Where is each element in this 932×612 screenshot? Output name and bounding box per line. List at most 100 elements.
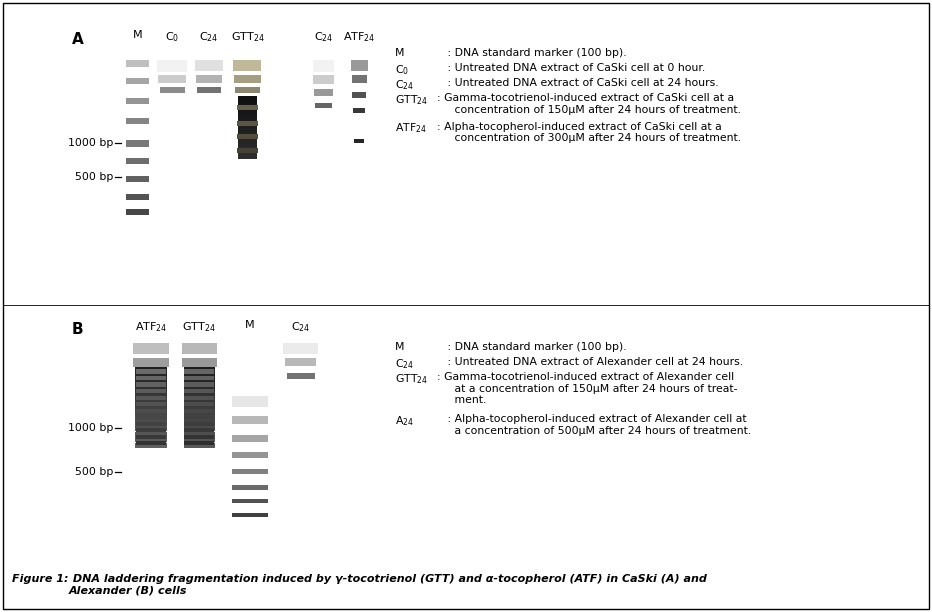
- Text: GTT$_{24}$: GTT$_{24}$: [395, 93, 428, 107]
- Bar: [313, 59, 335, 72]
- Bar: [238, 113, 257, 114]
- Bar: [184, 386, 215, 387]
- Bar: [135, 438, 167, 440]
- Bar: [238, 137, 257, 138]
- Bar: [185, 422, 214, 426]
- Bar: [313, 75, 334, 83]
- Bar: [135, 389, 167, 390]
- Bar: [237, 105, 258, 110]
- Bar: [185, 389, 214, 393]
- Bar: [238, 98, 257, 99]
- Text: Figure 1:: Figure 1:: [12, 574, 68, 584]
- Text: B: B: [72, 322, 84, 337]
- Bar: [135, 435, 167, 436]
- Bar: [238, 140, 257, 141]
- Bar: [136, 415, 166, 419]
- Bar: [184, 372, 215, 374]
- Bar: [135, 387, 167, 389]
- Bar: [238, 125, 257, 126]
- Bar: [135, 383, 167, 385]
- Bar: [182, 343, 217, 354]
- Text: : Untreated DNA extract of CaSki cell at 24 hours.: : Untreated DNA extract of CaSki cell at…: [437, 78, 719, 88]
- Bar: [126, 209, 148, 215]
- Text: : Gamma-tocotrienol-induced extract of Alexander cell
     at a concentration of: : Gamma-tocotrienol-induced extract of A…: [437, 372, 737, 405]
- Text: DNA laddering fragmentation induced by γ-tocotrienol (GTT) and α-tocopherol (ATF: DNA laddering fragmentation induced by γ…: [69, 574, 706, 595]
- Bar: [185, 409, 214, 412]
- Bar: [286, 373, 315, 379]
- Bar: [182, 358, 217, 367]
- Bar: [135, 392, 167, 393]
- Bar: [126, 61, 148, 67]
- Bar: [135, 398, 167, 400]
- Bar: [135, 414, 167, 415]
- Text: A$_{24}$: A$_{24}$: [395, 414, 414, 428]
- Text: : DNA standard marker (100 bp).: : DNA standard marker (100 bp).: [437, 48, 626, 58]
- Bar: [184, 387, 215, 389]
- Bar: [126, 118, 148, 124]
- Bar: [184, 427, 215, 429]
- Bar: [238, 156, 257, 157]
- Bar: [136, 389, 166, 393]
- Bar: [126, 176, 148, 182]
- Bar: [350, 61, 368, 71]
- Bar: [238, 142, 257, 143]
- Text: C$_0$: C$_0$: [165, 30, 179, 44]
- Bar: [184, 400, 215, 401]
- Bar: [184, 442, 215, 444]
- Bar: [135, 397, 167, 398]
- Bar: [184, 367, 215, 368]
- Text: : Untreated DNA extract of Alexander cell at 24 hours.: : Untreated DNA extract of Alexander cel…: [437, 357, 743, 367]
- Bar: [238, 129, 257, 130]
- Bar: [238, 153, 257, 154]
- Bar: [135, 437, 167, 438]
- Bar: [135, 371, 167, 372]
- Bar: [126, 98, 148, 105]
- Bar: [238, 110, 257, 111]
- Bar: [135, 404, 167, 405]
- Bar: [136, 435, 166, 439]
- Bar: [184, 405, 215, 407]
- Text: ATF$_{24}$: ATF$_{24}$: [395, 122, 427, 135]
- Bar: [135, 393, 167, 394]
- Bar: [232, 513, 267, 517]
- Bar: [135, 429, 167, 430]
- Bar: [184, 375, 215, 376]
- Bar: [184, 379, 215, 381]
- Bar: [238, 139, 257, 140]
- Bar: [184, 409, 215, 411]
- Bar: [232, 469, 267, 474]
- Bar: [135, 390, 167, 392]
- Bar: [184, 429, 215, 430]
- Bar: [285, 358, 317, 366]
- Text: C$_{24}$: C$_{24}$: [199, 30, 219, 44]
- Bar: [238, 145, 257, 146]
- Bar: [238, 119, 257, 120]
- Bar: [238, 116, 257, 117]
- Bar: [235, 87, 260, 93]
- Bar: [135, 367, 167, 368]
- Text: M: M: [245, 320, 254, 330]
- Bar: [184, 393, 215, 394]
- Bar: [135, 385, 167, 386]
- Text: : DNA standard marker (100 bp).: : DNA standard marker (100 bp).: [437, 342, 626, 352]
- Bar: [238, 144, 257, 145]
- Bar: [185, 415, 214, 419]
- Bar: [197, 88, 221, 93]
- Bar: [135, 394, 167, 396]
- Bar: [283, 343, 318, 354]
- Text: 500 bp: 500 bp: [75, 468, 113, 477]
- Bar: [184, 414, 215, 415]
- Bar: [135, 441, 167, 442]
- Bar: [135, 433, 167, 435]
- Bar: [238, 138, 257, 139]
- Bar: [238, 115, 257, 116]
- Bar: [184, 446, 215, 447]
- Bar: [184, 416, 215, 418]
- Bar: [238, 143, 257, 144]
- Text: C$_{24}$: C$_{24}$: [314, 30, 333, 44]
- Bar: [126, 158, 148, 165]
- Bar: [160, 88, 185, 93]
- Bar: [135, 446, 167, 447]
- Bar: [135, 412, 167, 414]
- Bar: [135, 415, 167, 416]
